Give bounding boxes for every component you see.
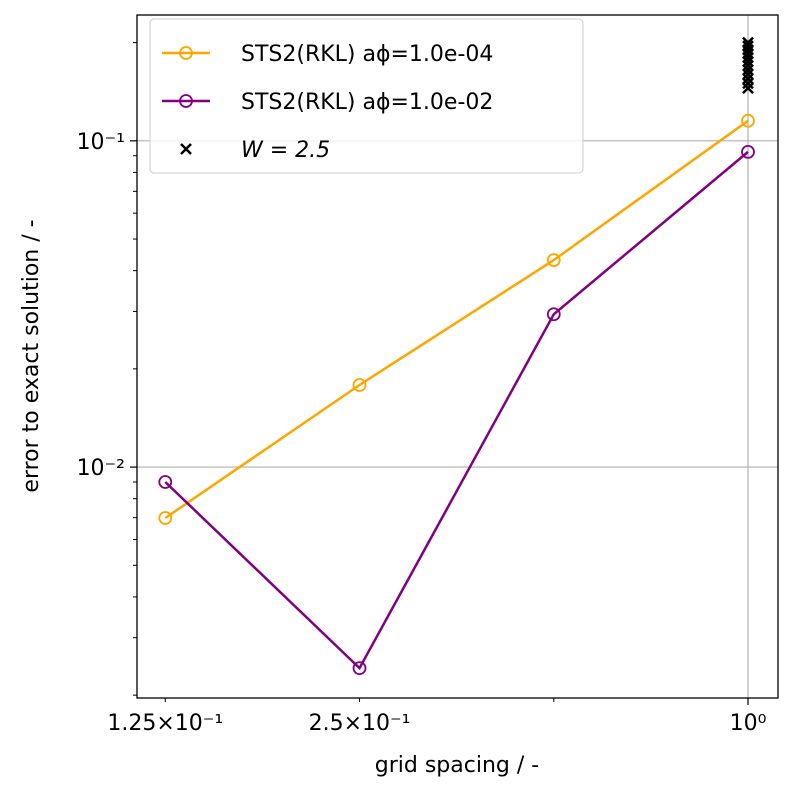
series-line <box>164 150 749 671</box>
x-axis-label: grid spacing / - <box>375 753 539 778</box>
scatter-point <box>742 72 754 85</box>
y-axis-label: error to exact solution / - <box>19 219 44 492</box>
point <box>352 378 367 392</box>
point <box>546 253 561 267</box>
y-tick-label: 10⁻² <box>77 456 125 481</box>
legend: STS2(RKL) aϕ=1.0e-04 STS2(RKL) aϕ=1.0e-02… <box>149 18 584 174</box>
scatter-point <box>742 82 754 95</box>
scatter-point <box>742 36 754 49</box>
legend-label: STS2(RKL) aϕ=1.0e-02 <box>241 90 493 115</box>
point <box>741 113 755 128</box>
scatter-point <box>742 77 754 90</box>
scatter-point <box>742 40 754 53</box>
point <box>158 475 173 489</box>
point <box>158 511 173 525</box>
y-tick-label: 10⁻¹ <box>77 130 125 155</box>
scatter-point <box>742 68 754 81</box>
legend-box <box>149 18 584 174</box>
x-tick-label: 2.5×10⁻¹ <box>309 711 411 736</box>
x-tick-label: 1.25×10⁻¹ <box>107 711 223 736</box>
x-tick-label: 10⁰ <box>730 711 767 736</box>
point <box>546 307 561 322</box>
point <box>741 144 755 159</box>
axes-frame <box>136 14 779 699</box>
point <box>352 661 367 676</box>
legend-marker <box>179 94 193 108</box>
series-line <box>164 119 749 520</box>
legend-marker <box>180 143 192 155</box>
legend-label: W = 2.5 <box>241 138 330 163</box>
legend-marker <box>179 46 193 60</box>
legend-label: STS2(RKL) aϕ=1.0e-04 <box>241 42 493 67</box>
